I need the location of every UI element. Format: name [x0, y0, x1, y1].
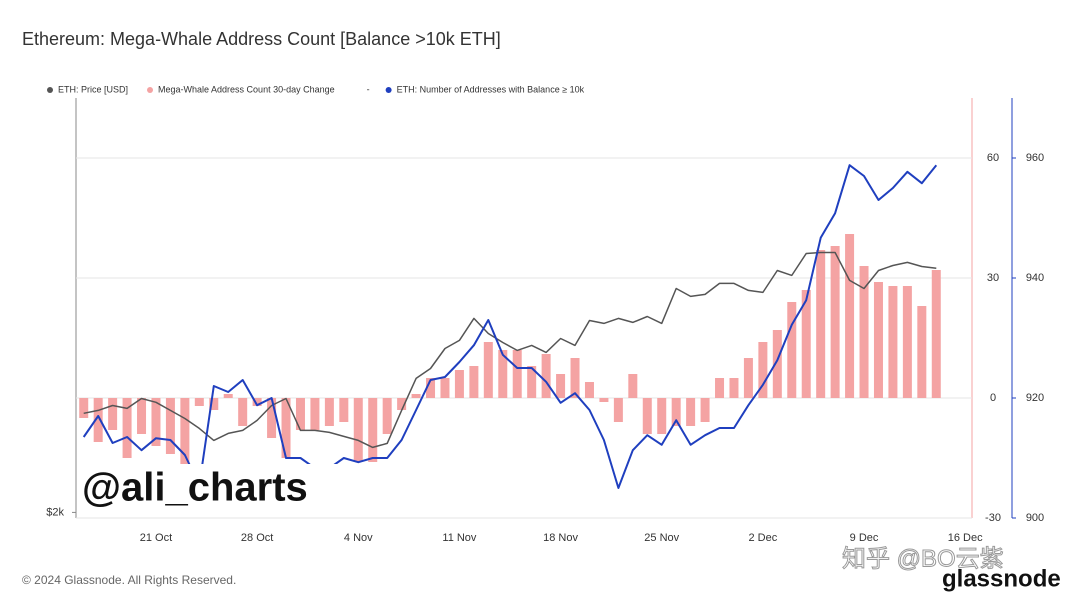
legend-label: ETH: Price [USD] — [58, 84, 128, 94]
bar — [613, 398, 623, 422]
bar — [830, 246, 840, 398]
bar — [339, 398, 349, 422]
x-tick-label: 28 Oct — [241, 532, 273, 544]
bar — [281, 398, 291, 458]
x-tick-label: 9 Dec — [850, 532, 879, 544]
bar — [715, 378, 725, 398]
bar — [454, 370, 464, 398]
bar — [223, 394, 233, 398]
legend-dot — [385, 87, 392, 93]
x-tick-label: 21 Oct — [140, 532, 172, 544]
bar — [743, 358, 753, 398]
bar — [368, 398, 378, 462]
bar — [165, 398, 175, 454]
y2-tick-label: 60 — [987, 152, 999, 164]
x-tick-label: 4 Nov — [344, 532, 373, 544]
bar — [917, 306, 927, 398]
bar — [79, 398, 89, 418]
bar — [599, 398, 609, 402]
bar — [238, 398, 248, 426]
legend-separator: - — [367, 84, 370, 94]
bar — [483, 342, 493, 398]
bar — [324, 398, 334, 426]
bar — [931, 270, 941, 398]
x-tick-label: 2 Dec — [749, 532, 778, 544]
bar — [584, 382, 594, 398]
bar — [859, 266, 869, 398]
y3-tick-label: 960 — [1026, 152, 1044, 164]
bar — [671, 398, 681, 426]
y2-tick-label: 30 — [987, 272, 999, 284]
y3-tick-label: 940 — [1026, 272, 1044, 284]
bar — [541, 354, 551, 398]
x-tick-label: 18 Nov — [543, 532, 578, 544]
y3-tick-label: 900 — [1026, 512, 1044, 524]
bar — [642, 398, 652, 434]
legend-dot — [147, 87, 154, 93]
chart-title: Ethereum: Mega-Whale Address Count [Bala… — [22, 29, 501, 49]
bar — [353, 398, 363, 462]
bar — [729, 378, 739, 398]
bar — [267, 398, 277, 438]
bar — [758, 342, 768, 398]
bar — [426, 378, 436, 398]
x-tick-label: 16 Dec — [948, 532, 983, 544]
legend-dot — [47, 87, 53, 93]
bar — [902, 286, 912, 398]
bar — [122, 398, 132, 458]
bar — [873, 282, 883, 398]
bar — [252, 398, 262, 406]
bar — [512, 350, 522, 398]
y2-tick-label: -30 — [985, 512, 1001, 524]
bar — [194, 398, 204, 406]
x-tick-label: 25 Nov — [644, 532, 679, 544]
bar — [295, 398, 305, 430]
bar — [137, 398, 147, 434]
y3-tick-label: 920 — [1026, 392, 1044, 404]
bar — [108, 398, 118, 430]
line — [82, 164, 938, 489]
bar — [469, 366, 479, 398]
bar — [498, 350, 508, 398]
bar — [310, 398, 320, 430]
bar — [151, 398, 161, 446]
bar — [801, 290, 811, 398]
bar — [411, 394, 421, 398]
bar — [772, 330, 782, 398]
footer: © 2024 Glassnode. All Rights Reserved. — [22, 573, 236, 587]
bar — [700, 398, 710, 422]
line — [83, 251, 937, 449]
bar — [382, 398, 392, 434]
bar — [93, 398, 103, 442]
bar — [888, 286, 898, 398]
bar — [686, 398, 696, 426]
legend-label: Mega-Whale Address Count 30-day Change — [158, 84, 335, 94]
bar — [527, 366, 537, 398]
bar — [397, 398, 407, 410]
y2-tick-label: 0 — [990, 392, 996, 404]
bar — [180, 398, 190, 486]
bar — [787, 302, 797, 398]
bar — [657, 398, 667, 434]
watermark-bg — [78, 464, 340, 516]
source-watermark: 知乎 @BO云紫 — [842, 545, 1004, 572]
bar — [440, 378, 450, 398]
x-tick-label: 11 Nov — [442, 532, 477, 544]
watermark: @ali_charts — [82, 466, 308, 510]
brand: glassnode — [942, 565, 1061, 592]
bar — [209, 398, 219, 410]
legend-label: ETH: Number of Addresses with Balance ≥ … — [397, 84, 585, 94]
bar — [845, 234, 855, 398]
bar — [816, 250, 826, 398]
y-tick-label: $2k — [46, 506, 64, 518]
bar — [628, 374, 638, 398]
bar — [556, 374, 566, 398]
bar — [570, 358, 580, 398]
